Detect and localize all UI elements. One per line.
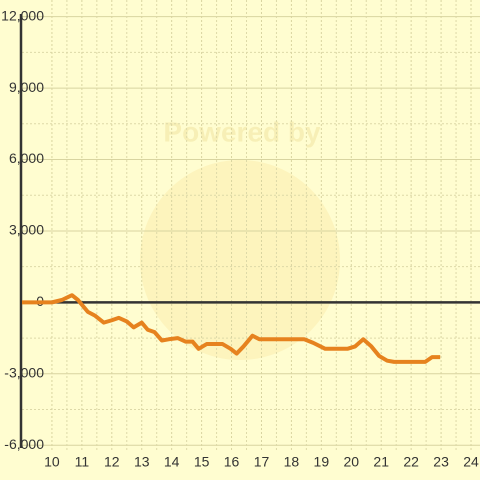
x-tick-label: 15 [194, 454, 210, 470]
x-tick-label: 19 [314, 454, 330, 470]
line [22, 293, 441, 364]
x-tick-label: 23 [433, 454, 449, 470]
x-tick-label: 21 [373, 454, 389, 470]
x-tick-label: 17 [254, 454, 270, 470]
y-tick-label: 6,000 [9, 150, 44, 166]
x-tick-label: 18 [284, 454, 300, 470]
y-tick-label: 12,000 [1, 7, 44, 23]
x-tick-label: 11 [75, 454, 90, 470]
x-tick-label: 22 [403, 454, 419, 470]
x-tick-label: 10 [44, 454, 60, 470]
x-tick-label: 24 [463, 454, 479, 470]
x-tick-label: 20 [343, 454, 359, 470]
y-tick-label: -3,000 [4, 365, 44, 381]
x-tick-label: 16 [224, 454, 240, 470]
x-tick-label: 12 [104, 454, 120, 470]
y-tick-label: 3,000 [9, 222, 44, 238]
x-tick-label: 14 [164, 454, 180, 470]
y-tick-label: -6,000 [4, 436, 44, 452]
watermark-logo [140, 160, 340, 360]
x-tick-label: 13 [134, 454, 150, 470]
y-tick-label: 9,000 [9, 79, 44, 95]
watermark: Powered by [163, 116, 321, 147]
